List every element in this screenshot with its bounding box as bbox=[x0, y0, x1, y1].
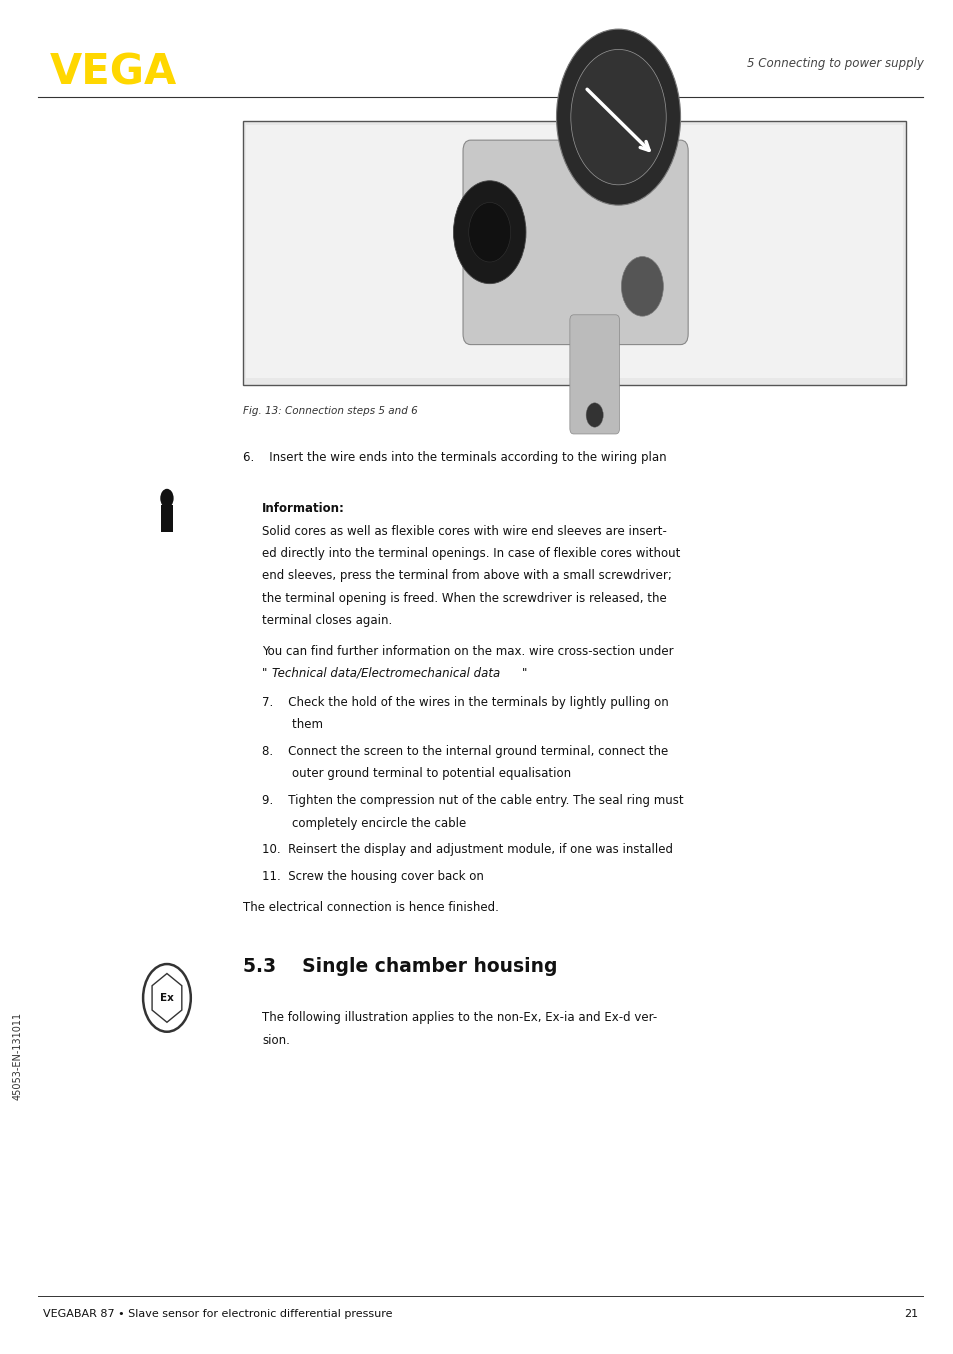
Text: 6.    Insert the wire ends into the terminals according to the wiring plan: 6. Insert the wire ends into the termina… bbox=[243, 451, 666, 464]
Text: them: them bbox=[262, 718, 323, 731]
Text: end sleeves, press the terminal from above with a small screwdriver;: end sleeves, press the terminal from abo… bbox=[262, 569, 672, 582]
Text: 11.  Screw the housing cover back on: 11. Screw the housing cover back on bbox=[262, 871, 484, 883]
Circle shape bbox=[556, 28, 679, 204]
FancyBboxPatch shape bbox=[161, 505, 172, 532]
Circle shape bbox=[453, 180, 525, 283]
Bar bbox=[243, 121, 905, 385]
Text: Technical data/Electromechanical data: Technical data/Electromechanical data bbox=[272, 666, 499, 680]
Text: VEGABAR 87 • Slave sensor for electronic differential pressure: VEGABAR 87 • Slave sensor for electronic… bbox=[43, 1309, 392, 1319]
Text: 45053-EN-131011: 45053-EN-131011 bbox=[12, 1011, 22, 1101]
Text: outer ground terminal to potential equalisation: outer ground terminal to potential equal… bbox=[262, 768, 571, 780]
Text: 9.    Tighten the compression nut of the cable entry. The seal ring must: 9. Tighten the compression nut of the ca… bbox=[262, 795, 683, 807]
Text: The following illustration applies to the non-Ex, Ex-ia and Ex-d ver-: The following illustration applies to th… bbox=[262, 1011, 657, 1025]
Text: ": " bbox=[521, 666, 527, 680]
Text: 5 Connecting to power supply: 5 Connecting to power supply bbox=[746, 57, 923, 70]
Text: the terminal opening is freed. When the screwdriver is released, the: the terminal opening is freed. When the … bbox=[262, 592, 666, 605]
Text: Fig. 13: Connection steps 5 and 6: Fig. 13: Connection steps 5 and 6 bbox=[243, 406, 417, 416]
Text: The electrical connection is hence finished.: The electrical connection is hence finis… bbox=[243, 902, 498, 914]
FancyBboxPatch shape bbox=[462, 139, 687, 344]
Text: ed directly into the terminal openings. In case of flexible cores without: ed directly into the terminal openings. … bbox=[262, 547, 680, 561]
Text: sion.: sion. bbox=[262, 1033, 290, 1047]
Text: completely encircle the cable: completely encircle the cable bbox=[262, 816, 466, 830]
Text: terminal closes again.: terminal closes again. bbox=[262, 613, 393, 627]
Text: Solid cores as well as flexible cores with wire end sleeves are insert-: Solid cores as well as flexible cores wi… bbox=[262, 524, 666, 538]
Circle shape bbox=[468, 202, 510, 263]
Text: Ex: Ex bbox=[160, 992, 173, 1003]
Text: 10.  Reinsert the display and adjustment module, if one was installed: 10. Reinsert the display and adjustment … bbox=[262, 844, 673, 856]
Text: 21: 21 bbox=[903, 1309, 918, 1319]
FancyBboxPatch shape bbox=[569, 315, 618, 433]
Circle shape bbox=[620, 257, 662, 317]
Text: 7.    Check the hold of the wires in the terminals by lightly pulling on: 7. Check the hold of the wires in the te… bbox=[262, 696, 668, 709]
Text: 5.3    Single chamber housing: 5.3 Single chamber housing bbox=[243, 957, 558, 976]
Text: ": " bbox=[262, 666, 268, 680]
Circle shape bbox=[570, 49, 665, 185]
Text: Information:: Information: bbox=[262, 502, 345, 516]
Circle shape bbox=[585, 402, 602, 428]
Text: 8.    Connect the screen to the internal ground terminal, connect the: 8. Connect the screen to the internal gr… bbox=[262, 745, 668, 758]
Text: You can find further information on the max. wire cross-section under: You can find further information on the … bbox=[262, 645, 673, 658]
Circle shape bbox=[160, 489, 173, 508]
Text: VEGA: VEGA bbox=[50, 51, 176, 93]
Bar bbox=[246, 125, 902, 378]
